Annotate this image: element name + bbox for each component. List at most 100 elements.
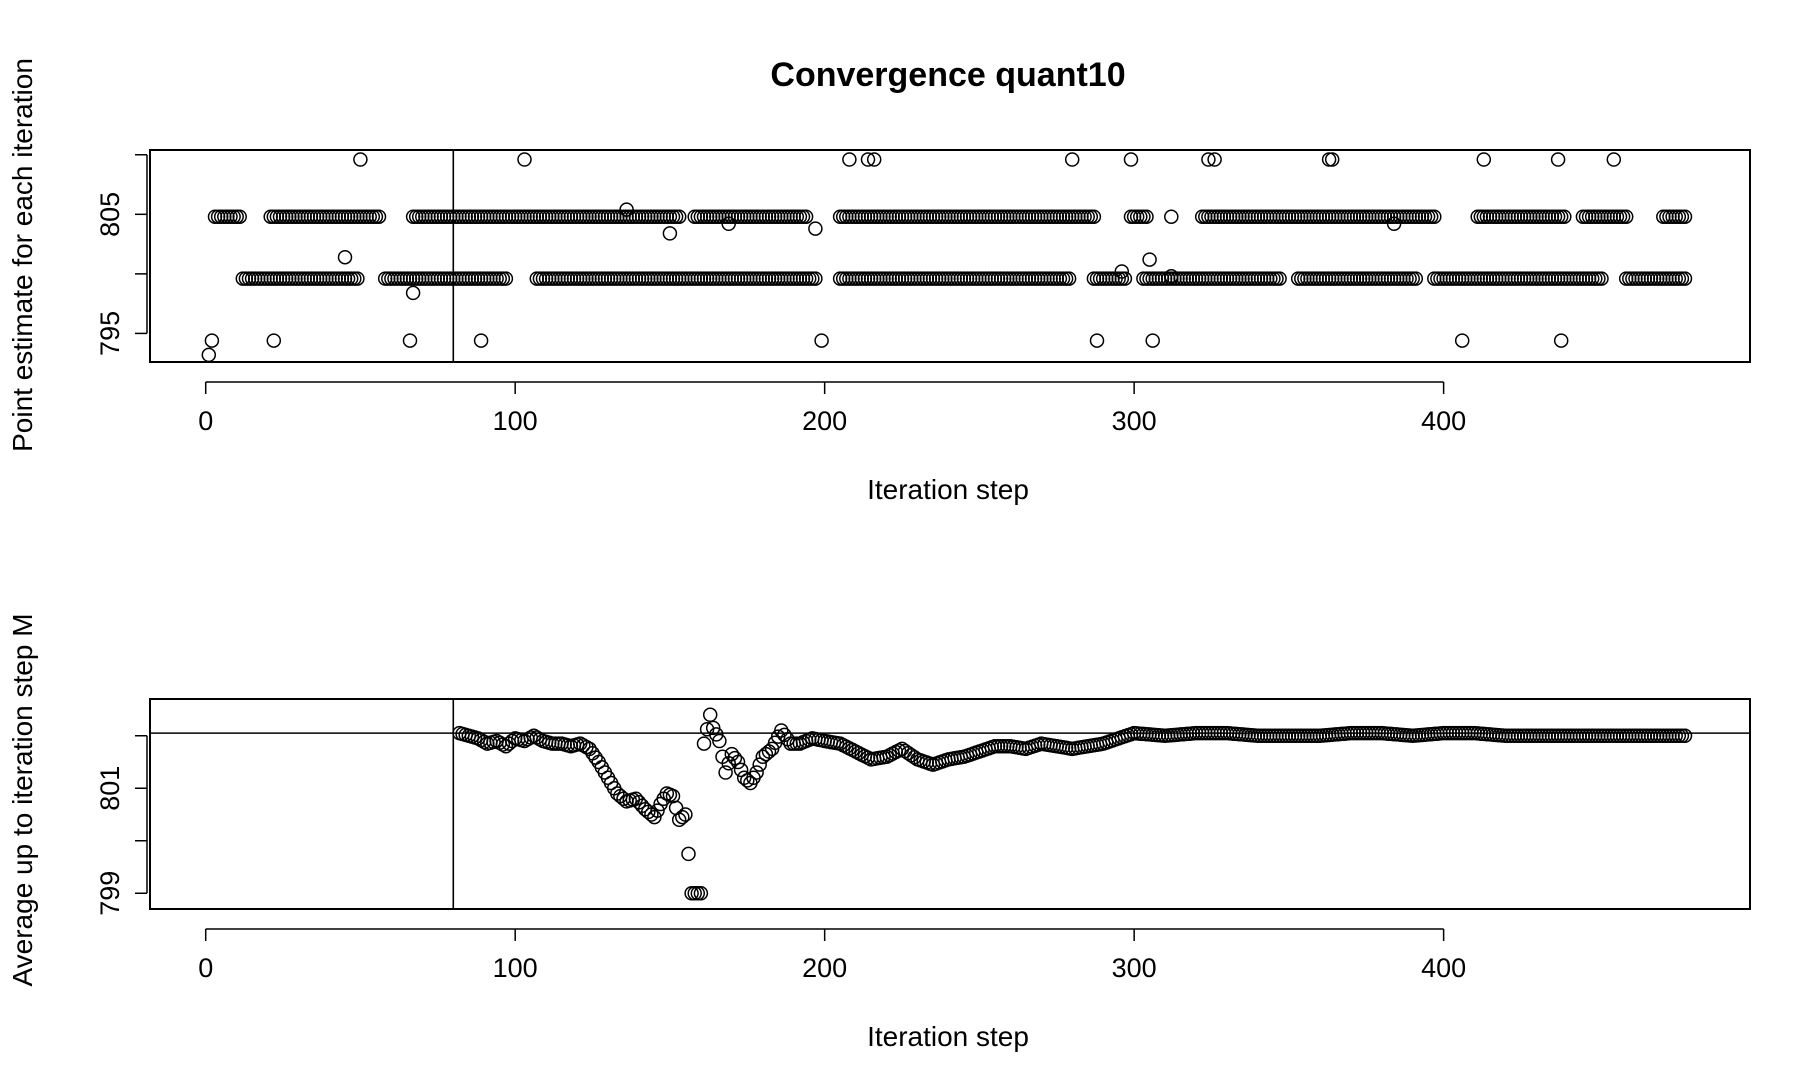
chart-title: Convergence quant10 [770, 56, 1125, 94]
data-point [1207, 152, 1222, 167]
data-point [681, 846, 696, 862]
data-point [204, 333, 220, 348]
data-point [1427, 209, 1442, 224]
data-point [705, 720, 721, 736]
top-x-axis-label: Iteration step [867, 474, 1029, 505]
data-point [1553, 333, 1569, 348]
data-point [1272, 271, 1287, 286]
data-point [1677, 728, 1693, 744]
data-point [678, 807, 693, 822]
y-tick-label: 799 [95, 871, 125, 916]
bottom-panel: Iteration step Average up to iteration s… [7, 613, 1751, 1052]
y-tick-label: 805 [95, 192, 125, 237]
data-point [350, 271, 365, 286]
data-point [1201, 152, 1216, 167]
data-point [668, 800, 684, 816]
data-point [1324, 152, 1340, 167]
data-point [866, 152, 882, 167]
x-tick-label: 400 [1421, 406, 1466, 436]
data-point [696, 736, 712, 751]
data-point [1321, 152, 1337, 167]
x-tick-label: 400 [1421, 953, 1466, 983]
data-point [1086, 209, 1102, 224]
x-tick-label: 300 [1112, 406, 1157, 436]
data-point [371, 209, 387, 224]
x-tick-label: 200 [802, 406, 847, 436]
bottom-y-axis-label: Average up to iteration step M [7, 613, 38, 986]
data-point [730, 754, 746, 770]
x-tick-label: 0 [198, 953, 213, 983]
x-tick-label: 100 [493, 953, 538, 983]
data-point [740, 773, 755, 788]
data-point [1164, 209, 1179, 224]
data-point [733, 762, 749, 778]
data-point [232, 209, 247, 224]
x-tick-label: 0 [198, 406, 213, 436]
data-point [201, 347, 217, 363]
data-point [402, 333, 418, 348]
data-point [842, 152, 857, 167]
y-tick-label: 795 [95, 311, 125, 356]
data-point [727, 750, 743, 766]
data-point [1408, 271, 1424, 286]
data-point [718, 765, 733, 780]
data-point [353, 152, 368, 167]
data-point [709, 727, 724, 742]
data-point [1145, 333, 1160, 348]
data-point [266, 333, 282, 348]
data-point [712, 733, 727, 749]
data-point [1139, 209, 1154, 224]
data-point [1618, 209, 1634, 224]
data-point [1386, 216, 1402, 232]
data-point [495, 737, 511, 752]
data-point [517, 152, 532, 167]
plot-frame [149, 149, 1751, 363]
x-tick-label: 200 [802, 953, 847, 983]
data-point [702, 707, 718, 723]
data-point [721, 216, 736, 232]
y-tick-label: 801 [95, 766, 125, 811]
data-point [749, 765, 764, 780]
data-point [405, 285, 421, 301]
plot-frame [149, 698, 1751, 910]
bottom-x-axis-label: Iteration step [867, 1021, 1029, 1052]
x-tick-label: 300 [1112, 953, 1157, 983]
data-point [860, 152, 876, 167]
data-point [1117, 271, 1133, 286]
data-point [693, 886, 709, 901]
data-point [1123, 152, 1139, 167]
data-point [1454, 333, 1470, 348]
top-panel: Iteration step Point estimate for each i… [7, 58, 1751, 505]
data-point [1142, 252, 1157, 267]
x-tick-label: 100 [493, 406, 538, 436]
data-point [619, 202, 634, 217]
data-point [650, 803, 665, 818]
data-point [647, 809, 662, 825]
data-point [1606, 152, 1622, 167]
data-point [337, 249, 353, 265]
data-point [1677, 271, 1693, 286]
data-point [675, 809, 690, 825]
data-point [1164, 268, 1179, 284]
top-y-axis-label: Point estimate for each iteration [7, 58, 38, 452]
data-point [1557, 209, 1572, 224]
data-point [1114, 264, 1130, 279]
data-point [1594, 271, 1609, 286]
data-point [808, 221, 823, 236]
data-point [752, 757, 767, 772]
data-point [808, 271, 823, 286]
data-point [1550, 152, 1566, 167]
data-point [532, 732, 548, 747]
data-point [814, 333, 829, 348]
data-point [1677, 209, 1693, 224]
data-point [1476, 152, 1492, 167]
data-point [662, 226, 678, 241]
data-point [1061, 271, 1077, 286]
data-point [1064, 152, 1080, 167]
data-point [671, 209, 687, 224]
data-point [798, 209, 814, 224]
data-point [588, 750, 603, 765]
data-point [1089, 333, 1105, 348]
